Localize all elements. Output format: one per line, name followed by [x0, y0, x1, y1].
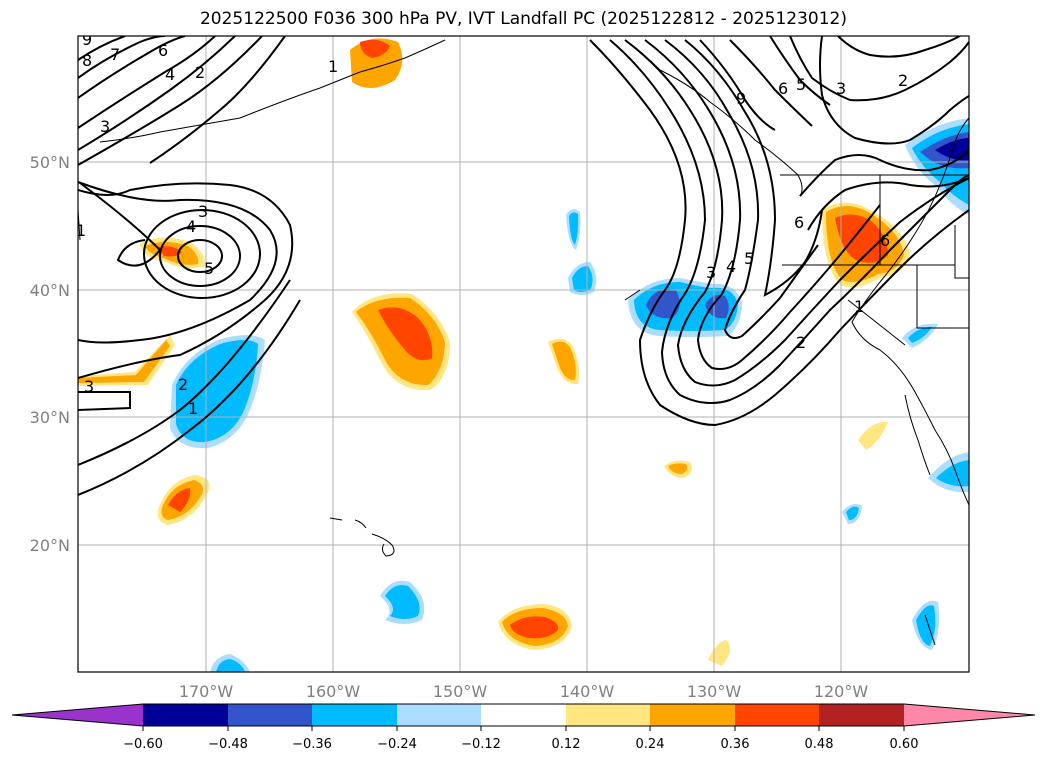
contour-label: 1 — [76, 221, 86, 240]
colorbar-tick-label: 0.36 — [721, 737, 750, 752]
graticule — [78, 36, 969, 672]
contour-label: 9 — [82, 30, 92, 49]
colorbar-segment — [312, 704, 397, 726]
contour-label: 2 — [898, 71, 908, 90]
contour-label: 3 — [84, 377, 94, 396]
latitude-labels: 50°N 40°N 30°N 20°N — [30, 153, 70, 555]
contour-label: 3 — [836, 79, 846, 98]
longitude-labels: 170°W 160°W 150°W 140°W 130°W 120°W — [179, 682, 869, 701]
map-plot-area: 9 8 7 6 4 2 1 3 3 4 5 3 2 1 3 4 5 6 2 1 … — [76, 30, 969, 672]
lon-label: 140°W — [560, 682, 615, 701]
colorbar-tick-label: 0.48 — [805, 737, 834, 752]
contour-label: 3 — [706, 263, 716, 282]
contour-label: 1 — [854, 297, 864, 316]
colorbar-segment — [228, 704, 312, 726]
contour-label: 3 — [198, 202, 208, 221]
contour-label: 7 — [110, 45, 120, 64]
contour-label: 6 — [778, 79, 788, 98]
lat-label: 30°N — [30, 408, 70, 427]
colorbar: −0.60 −0.48 −0.36 −0.24 −0.12 0.12 0.24 … — [11, 703, 1036, 752]
colorbar-tick-label: −0.24 — [377, 737, 417, 752]
colorbar-tick-label: 0.24 — [636, 737, 665, 752]
map-frame — [77, 35, 970, 673]
lon-label: 150°W — [433, 682, 488, 701]
lon-label: 120°W — [814, 682, 869, 701]
colorbar-tick-label: −0.12 — [461, 737, 501, 752]
lon-label: 170°W — [179, 682, 234, 701]
contour-label: 9 — [736, 89, 746, 108]
colorbar-tick-label: −0.48 — [208, 737, 248, 752]
contour-label: 6 — [794, 213, 804, 232]
contour-label: 2 — [195, 63, 205, 82]
contour-label: 4 — [726, 257, 736, 276]
pv-contours — [78, 36, 969, 496]
lat-label: 20°N — [30, 536, 70, 555]
contour-label: 6 — [880, 231, 890, 250]
contour-label: 1 — [328, 57, 338, 76]
colorbar-segment — [650, 704, 735, 726]
colorbar-segment — [735, 704, 819, 726]
colorbar-segment — [481, 704, 566, 726]
lon-label: 130°W — [687, 682, 742, 701]
colorbar-tick-label: −0.60 — [123, 737, 163, 752]
contour-label: 4 — [186, 217, 196, 236]
colorbar-tick-label: −0.36 — [292, 737, 332, 752]
contour-label: 8 — [82, 51, 92, 70]
map-title: 2025122500 F036 300 hPa PV, IVT Landfall… — [199, 9, 847, 29]
contour-label: 4 — [165, 65, 175, 84]
colorbar-tick-label: 0.12 — [552, 737, 581, 752]
contour-label: 5 — [744, 249, 754, 268]
colorbar-segment — [143, 704, 228, 726]
contour-label: 2 — [796, 333, 806, 352]
colorbar-tick-label: 0.60 — [890, 737, 919, 752]
contour-label: 5 — [204, 259, 214, 278]
lat-label: 50°N — [30, 153, 70, 172]
pv-contour-labels: 9 8 7 6 4 2 1 3 3 4 5 3 2 1 3 4 5 6 2 1 … — [76, 30, 908, 418]
colorbar-extend-low — [12, 704, 143, 726]
contour-label: 3 — [100, 117, 110, 136]
contour-label: 6 — [158, 41, 168, 60]
colorbar-segment — [397, 704, 481, 726]
contour-label: 2 — [178, 375, 188, 394]
colorbar-segment — [819, 704, 904, 726]
lon-label: 160°W — [306, 682, 361, 701]
contour-label: 1 — [188, 399, 198, 418]
colorbar-extend-high — [904, 704, 1035, 726]
lat-label: 40°N — [30, 281, 70, 300]
colorbar-segment — [566, 704, 650, 726]
contour-label: 5 — [796, 75, 806, 94]
